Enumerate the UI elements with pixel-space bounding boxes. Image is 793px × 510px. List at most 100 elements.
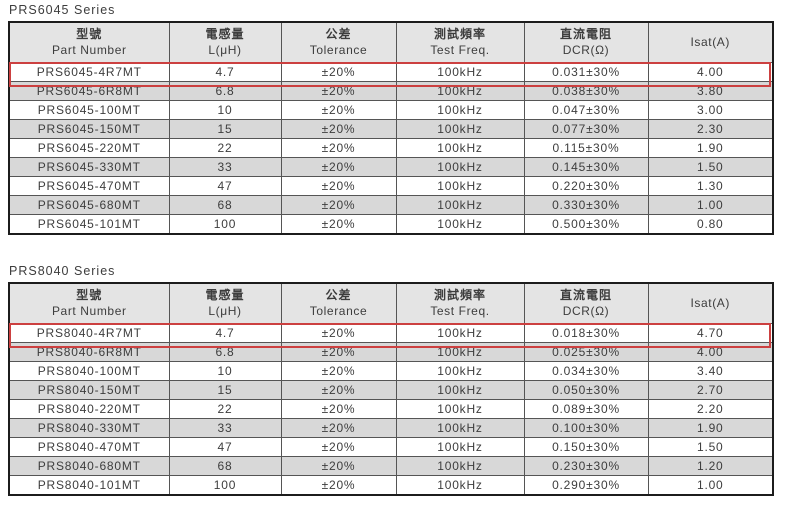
column-header: 測試頻率 Test Freq.	[395, 21, 525, 63]
test-freq-cell: 100kHz	[395, 62, 525, 82]
series-section-prs6045: PRS6045 Series 型號 Part Number 電感量 L(μH) 公差 To…	[8, 3, 793, 235]
column-header-line2: Part Number	[51, 43, 127, 58]
isat-cell: 2.20	[647, 399, 774, 419]
test-freq-cell: 100kHz	[395, 214, 525, 235]
table-row: PRS8040-330MT 33 ±20% 100kHz 0.100±30% 1.90	[8, 418, 774, 438]
part-number-cell: PRS8040-150MT	[8, 380, 170, 400]
test-freq-cell: 100kHz	[395, 176, 525, 196]
column-header-line1: Isat(A)	[690, 34, 731, 49]
part-number-cell: PRS8040-470MT	[8, 437, 170, 457]
table-row: PRS6045-330MT 33 ±20% 100kHz 0.145±30% 1.50	[8, 157, 774, 177]
test-freq-cell: 100kHz	[395, 157, 525, 177]
tolerance-cell: ±20%	[280, 399, 397, 419]
tolerance-cell: ±20%	[280, 418, 397, 438]
table-row: PRS6045-220MT 22 ±20% 100kHz 0.115±30% 1.90	[8, 138, 774, 158]
part-number-cell: PRS8040-330MT	[8, 418, 170, 438]
isat-cell: 1.90	[647, 418, 774, 438]
inductance-cell: 47	[168, 176, 282, 196]
column-header-line1: Isat(A)	[690, 295, 731, 310]
table-row: PRS8040-6R8MT 6.8 ±20% 100kHz 0.025±30% 4.00	[8, 342, 774, 362]
header-row: 型號 Part Number 電感量 L(μH) 公差 Tolerance 測試頻率 Test…	[8, 21, 774, 63]
part-number-cell: PRS6045-6R8MT	[8, 81, 170, 101]
inductance-cell: 15	[168, 119, 282, 139]
spec-table-wrap: 型號 Part Number 電感量 L(μH) 公差 Tolerance 測試頻率 Test…	[8, 21, 774, 235]
column-header: 測試頻率 Test Freq.	[395, 282, 525, 324]
test-freq-cell: 100kHz	[395, 100, 525, 120]
column-header-line1: 公差	[325, 288, 352, 302]
test-freq-cell: 100kHz	[395, 342, 525, 362]
part-number-cell: PRS8040-680MT	[8, 456, 170, 476]
inductance-cell: 22	[168, 399, 282, 419]
isat-cell: 3.00	[647, 100, 774, 120]
tolerance-cell: ±20%	[280, 119, 397, 139]
column-header: 型號 Part Number	[8, 282, 170, 324]
column-header-line2: Tolerance	[309, 43, 368, 58]
isat-cell: 1.50	[647, 437, 774, 457]
column-header-line1: 電感量	[205, 288, 245, 302]
column-header: 電感量 L(μH)	[168, 21, 282, 63]
test-freq-cell: 100kHz	[395, 437, 525, 457]
column-header-line2: L(μH)	[208, 43, 242, 58]
inductance-cell: 33	[168, 418, 282, 438]
column-header: Isat(A)	[647, 282, 774, 324]
column-header: 公差 Tolerance	[280, 21, 397, 63]
dcr-cell: 0.034±30%	[523, 361, 649, 381]
column-header-line1: 直流電阻	[559, 27, 612, 41]
tolerance-cell: ±20%	[280, 323, 397, 343]
tolerance-cell: ±20%	[280, 81, 397, 101]
isat-cell: 2.70	[647, 380, 774, 400]
inductance-cell: 68	[168, 195, 282, 215]
table-row: PRS6045-100MT 10 ±20% 100kHz 0.047±30% 3.00	[8, 100, 774, 120]
part-number-cell: PRS8040-6R8MT	[8, 342, 170, 362]
isat-cell: 2.30	[647, 119, 774, 139]
column-header: 直流電阻 DCR(Ω)	[523, 282, 649, 324]
test-freq-cell: 100kHz	[395, 399, 525, 419]
part-number-cell: PRS6045-150MT	[8, 119, 170, 139]
column-header-line2: DCR(Ω)	[562, 43, 610, 58]
spec-table: 型號 Part Number 電感量 L(μH) 公差 Tolerance 測試頻率 Test…	[8, 282, 774, 496]
column-header-line1: 型號	[76, 288, 103, 302]
part-number-cell: PRS8040-4R7MT	[8, 323, 170, 343]
test-freq-cell: 100kHz	[395, 138, 525, 158]
spec-table-wrap: 型號 Part Number 電感量 L(μH) 公差 Tolerance 測試頻率 Test…	[8, 282, 774, 496]
column-header-line1: 測試頻率	[433, 288, 486, 302]
test-freq-cell: 100kHz	[395, 81, 525, 101]
dcr-cell: 0.025±30%	[523, 342, 649, 362]
tolerance-cell: ±20%	[280, 138, 397, 158]
tolerance-cell: ±20%	[280, 214, 397, 235]
tolerance-cell: ±20%	[280, 456, 397, 476]
isat-cell: 0.80	[647, 214, 774, 235]
column-header-line2: L(μH)	[208, 304, 242, 319]
column-header: 型號 Part Number	[8, 21, 170, 63]
part-number-cell: PRS6045-4R7MT	[8, 62, 170, 82]
test-freq-cell: 100kHz	[395, 195, 525, 215]
inductance-cell: 10	[168, 100, 282, 120]
dcr-cell: 0.220±30%	[523, 176, 649, 196]
tolerance-cell: ±20%	[280, 176, 397, 196]
table-row: PRS6045-150MT 15 ±20% 100kHz 0.077±30% 2.30	[8, 119, 774, 139]
column-header-line1: 公差	[325, 27, 352, 41]
column-header-line1: 測試頻率	[433, 27, 486, 41]
test-freq-cell: 100kHz	[395, 475, 525, 496]
isat-cell: 1.90	[647, 138, 774, 158]
dcr-cell: 0.089±30%	[523, 399, 649, 419]
tolerance-cell: ±20%	[280, 157, 397, 177]
dcr-cell: 0.145±30%	[523, 157, 649, 177]
tolerance-cell: ±20%	[280, 361, 397, 381]
inductance-cell: 100	[168, 214, 282, 235]
column-header-line2: Test Freq.	[430, 43, 490, 58]
dcr-cell: 0.050±30%	[523, 380, 649, 400]
series-title: PRS8040 Series	[9, 264, 116, 278]
inductance-cell: 22	[168, 138, 282, 158]
tolerance-cell: ±20%	[280, 195, 397, 215]
tolerance-cell: ±20%	[280, 380, 397, 400]
series-section-prs8040: PRS8040 Series 型號 Part Number 電感量 L(μH) 公差 To…	[8, 264, 793, 496]
table-body: PRS6045-4R7MT 4.7 ±20% 100kHz 0.031±30% 4.00 P…	[8, 62, 774, 235]
dcr-cell: 0.038±30%	[523, 81, 649, 101]
isat-cell: 1.00	[647, 475, 774, 496]
dcr-cell: 0.031±30%	[523, 62, 649, 82]
tolerance-cell: ±20%	[280, 342, 397, 362]
part-number-cell: PRS6045-470MT	[8, 176, 170, 196]
table-header: 型號 Part Number 電感量 L(μH) 公差 Tolerance 測試頻率 Test…	[8, 282, 774, 324]
table-row: PRS6045-6R8MT 6.8 ±20% 100kHz 0.038±30% 3.80	[8, 81, 774, 101]
